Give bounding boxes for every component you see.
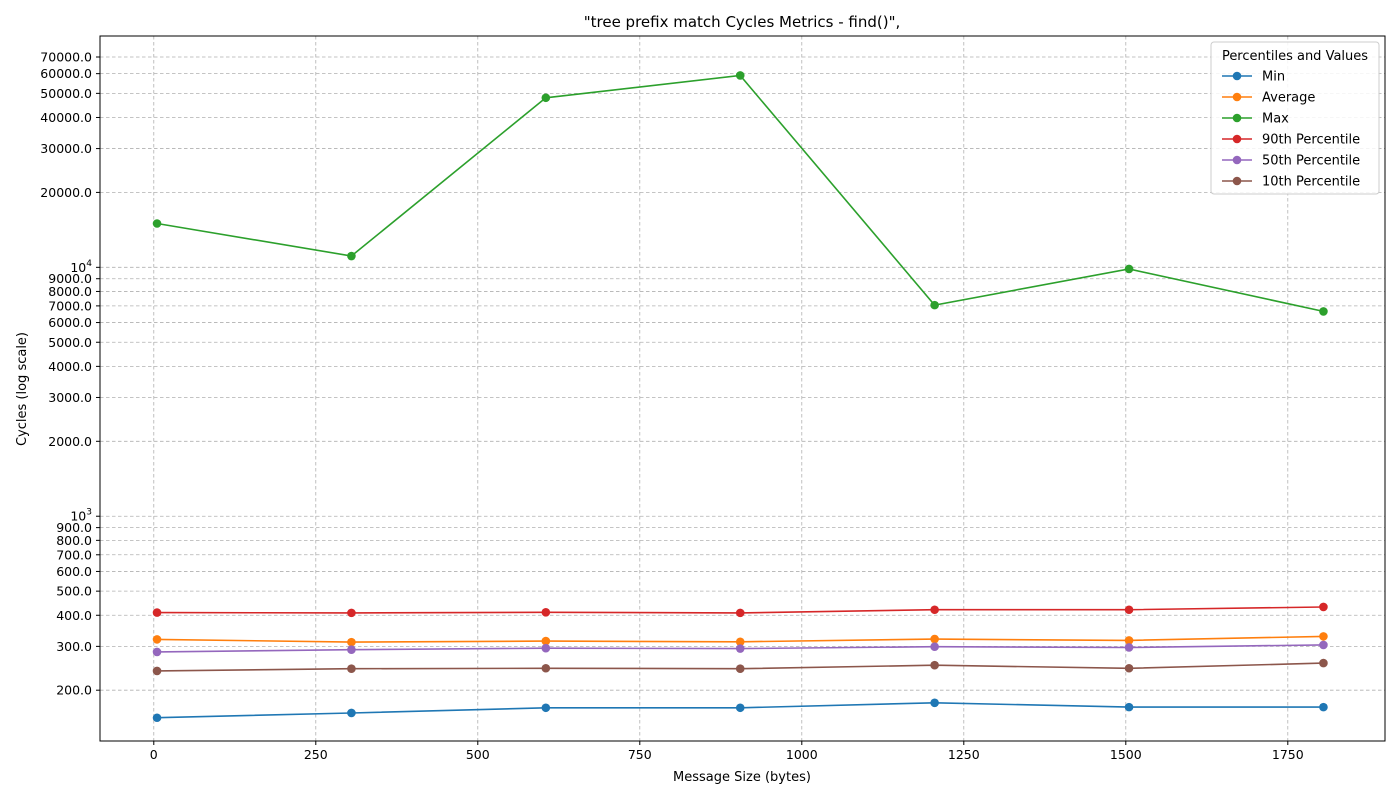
y-tick-label: 8000.0 bbox=[48, 284, 92, 299]
data-point-average bbox=[152, 635, 162, 644]
data-point-50th-percentile bbox=[1124, 643, 1134, 652]
y-tick-label: 60000.0 bbox=[40, 66, 92, 81]
data-point-min bbox=[1319, 702, 1328, 712]
data-point-min bbox=[1124, 702, 1134, 712]
y-tick-label: 400.0 bbox=[56, 608, 92, 623]
data-point-max bbox=[930, 300, 939, 310]
gridlines bbox=[100, 36, 1385, 741]
data-point-10th-percentile bbox=[735, 664, 745, 674]
data-point-min bbox=[735, 703, 745, 713]
y-tick-label: 9000.0 bbox=[48, 271, 92, 286]
data-point-10th-percentile bbox=[1319, 658, 1328, 668]
data-point-90th-percentile bbox=[541, 608, 551, 617]
y-tick-label: 300.0 bbox=[56, 639, 92, 654]
x-tick-label: 0 bbox=[150, 747, 158, 762]
data-point-min bbox=[541, 703, 551, 713]
data-point-50th-percentile bbox=[541, 643, 551, 653]
data-point-average bbox=[1124, 636, 1134, 645]
y-tick-label: 50000.0 bbox=[40, 86, 92, 101]
data-point-min bbox=[930, 698, 939, 708]
data-point-max bbox=[1124, 264, 1134, 274]
legend-marker-max bbox=[1232, 113, 1242, 123]
y-tick-label: 3000.0 bbox=[48, 390, 92, 405]
chart-title: "tree prefix match Cycles Metrics - find… bbox=[584, 13, 901, 31]
y-tick-label: 30000.0 bbox=[40, 141, 92, 156]
x-tick-label: 250 bbox=[304, 747, 328, 762]
data-point-90th-percentile bbox=[735, 608, 745, 618]
x-tick-label: 1000 bbox=[786, 747, 818, 762]
legend-marker-min bbox=[1232, 71, 1242, 81]
legend-label-10th-percentile: 10th Percentile bbox=[1262, 175, 1360, 190]
y-tick-label: 5000.0 bbox=[48, 335, 92, 350]
data-point-max bbox=[347, 251, 356, 261]
data-point-50th-percentile bbox=[930, 642, 939, 652]
x-axis-label: Message Size (bytes) bbox=[673, 770, 811, 785]
data-point-average bbox=[347, 637, 356, 647]
plot-area-frame bbox=[99, 35, 1386, 742]
data-point-50th-percentile bbox=[1319, 640, 1328, 650]
y-tick-label: 600.0 bbox=[56, 564, 92, 579]
data-point-90th-percentile bbox=[1124, 605, 1134, 615]
data-point-max bbox=[1319, 307, 1328, 316]
x-tick-label: 500 bbox=[466, 747, 490, 762]
data-point-max bbox=[152, 219, 162, 228]
x-tick-label: 1750 bbox=[1272, 747, 1304, 762]
y-tick-label: 500.0 bbox=[56, 584, 92, 599]
y-tick-label: 7000.0 bbox=[48, 298, 92, 313]
y-tick-label: 40000.0 bbox=[40, 110, 92, 125]
data-point-90th-percentile bbox=[347, 608, 356, 618]
y-tick-label: 800.0 bbox=[56, 533, 92, 548]
data-point-10th-percentile bbox=[930, 660, 939, 670]
data-point-10th-percentile bbox=[541, 663, 551, 673]
y-tick-label: 20000.0 bbox=[40, 185, 92, 200]
y-axis-ticks: 200.0 300.0 400.0 500.0 600.0 700.0800.0900.0… bbox=[40, 49, 100, 698]
data-point-10th-percentile bbox=[1124, 663, 1134, 673]
data-point-average bbox=[541, 636, 551, 646]
legend-label-min: Min bbox=[1262, 70, 1285, 85]
series-line-max bbox=[156, 74, 1324, 313]
y-tick-label: 4000.0 bbox=[48, 359, 92, 374]
data-point-90th-percentile bbox=[930, 605, 939, 615]
data-point-min bbox=[347, 708, 356, 718]
x-tick-label: 750 bbox=[628, 747, 652, 762]
data-point-90th-percentile bbox=[152, 608, 162, 617]
data-point-average bbox=[735, 637, 745, 647]
data-point-max bbox=[541, 93, 551, 103]
y-tick-label: 200.0 bbox=[56, 683, 92, 698]
data-point-50th-percentile bbox=[347, 645, 356, 654]
y-tick-label: 6000.0 bbox=[48, 315, 92, 330]
data-point-average bbox=[930, 634, 939, 644]
y-tick-label: 2000.0 bbox=[48, 434, 92, 449]
legend-label-90th-percentile: 90th Percentile bbox=[1262, 133, 1360, 148]
legend-title: Percentiles and Values bbox=[1222, 49, 1368, 64]
y-tick-label: 70000.0 bbox=[40, 49, 92, 64]
legend-label-max: Max bbox=[1262, 112, 1289, 127]
data-point-min bbox=[152, 713, 162, 723]
x-tick-label: 1500 bbox=[1110, 747, 1142, 762]
data-point-max bbox=[735, 71, 745, 80]
data-point-10th-percentile bbox=[152, 666, 162, 676]
legend-entries: Min Average Max 90th Percentile 50th Percent… bbox=[1222, 70, 1360, 190]
data-point-average bbox=[1319, 632, 1328, 641]
data-point-10th-percentile bbox=[347, 664, 356, 674]
legend: Percentiles and Values Min Average Max 90th… bbox=[1210, 41, 1380, 195]
legend-marker-50th-percentile bbox=[1232, 155, 1242, 165]
data-point-90th-percentile bbox=[1319, 602, 1328, 612]
x-axis-ticks: 0 250 500 750 1000 1250 1500 1750 bbox=[150, 741, 1304, 762]
legend-label-average: Average bbox=[1262, 91, 1315, 106]
legend-marker-average bbox=[1232, 92, 1242, 102]
legend-marker-10th-percentile bbox=[1232, 176, 1242, 186]
y-axis-label: Cycles (log scale) bbox=[15, 332, 30, 446]
y-tick-label: 700.0 bbox=[56, 547, 92, 562]
legend-box bbox=[1210, 41, 1380, 195]
legend-label-50th-percentile: 50th Percentile bbox=[1262, 154, 1360, 169]
data-point-50th-percentile bbox=[152, 647, 162, 657]
series-lines bbox=[152, 71, 1328, 723]
x-tick-label: 1250 bbox=[948, 747, 980, 762]
y-tick-label: 900.0 bbox=[56, 520, 92, 535]
legend-marker-90th-percentile bbox=[1232, 134, 1242, 144]
data-point-50th-percentile bbox=[735, 644, 745, 653]
